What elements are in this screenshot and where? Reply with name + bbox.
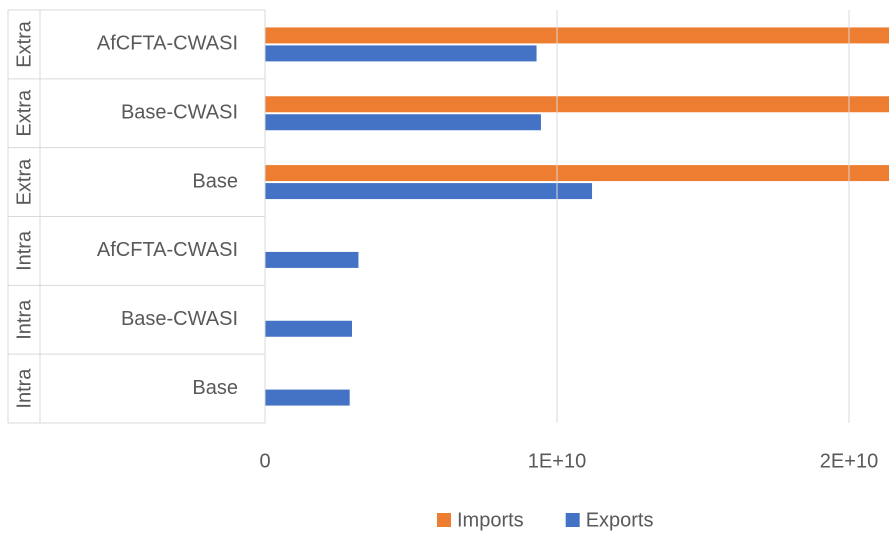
bar (265, 45, 537, 62)
plot-area (265, 27, 889, 406)
y-tick-label: AfCFTA-CWASI (97, 33, 238, 55)
group-label: Extra (13, 89, 35, 137)
legend-label: Imports (457, 509, 524, 531)
legend-swatch (565, 513, 580, 527)
legend-swatch (437, 513, 451, 527)
bar (265, 389, 350, 406)
x-tick-label: 1E+10 (528, 450, 586, 472)
y-tick-label: Base-CWASI (121, 308, 238, 330)
bar (265, 183, 593, 200)
x-tick-label: 2E+10 (820, 450, 878, 472)
bar (265, 251, 359, 268)
x-tick-label: 0 (259, 450, 270, 472)
group-label: Intra (13, 230, 35, 271)
bar (265, 114, 541, 131)
y-tick-label: Base (192, 377, 238, 399)
group-label: Extra (13, 20, 35, 68)
bar (265, 165, 889, 182)
bar (265, 27, 889, 44)
bar (265, 320, 353, 337)
y-tick-label: AfCFTA-CWASI (97, 239, 238, 261)
y-tick-label: Base (192, 170, 238, 192)
group-label: Intra (13, 299, 35, 340)
group-label: Intra (13, 368, 35, 409)
bar (265, 96, 889, 113)
y-tick-label: Base-CWASI (121, 102, 238, 124)
group-label: Extra (13, 158, 35, 206)
legend-label: Exports (586, 509, 654, 531)
